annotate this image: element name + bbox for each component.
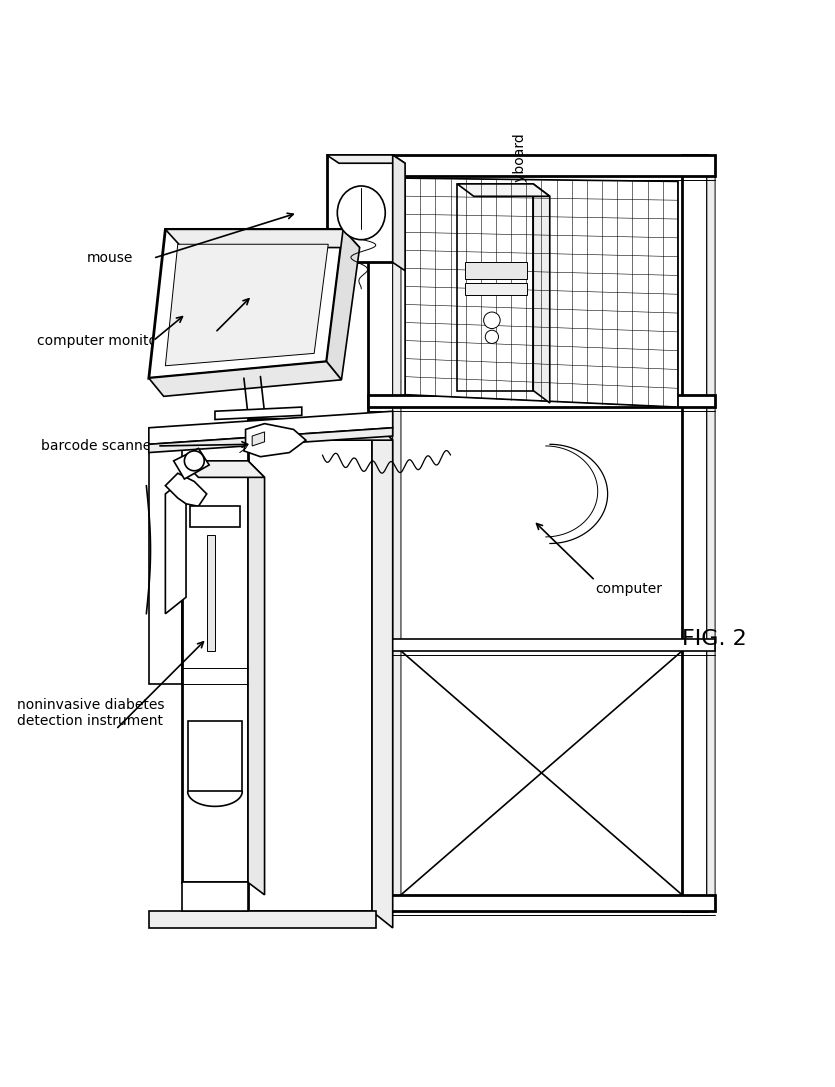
Polygon shape — [174, 449, 210, 479]
Polygon shape — [207, 535, 215, 651]
Polygon shape — [392, 155, 401, 911]
Polygon shape — [405, 178, 678, 408]
Polygon shape — [368, 895, 715, 911]
Polygon shape — [534, 184, 549, 403]
Polygon shape — [149, 362, 342, 397]
Polygon shape — [149, 445, 182, 684]
Polygon shape — [149, 229, 343, 378]
Polygon shape — [248, 420, 392, 440]
Polygon shape — [149, 411, 392, 445]
Polygon shape — [165, 473, 207, 507]
Polygon shape — [244, 424, 306, 457]
Polygon shape — [248, 461, 265, 895]
Polygon shape — [368, 395, 715, 408]
Circle shape — [185, 451, 205, 471]
Polygon shape — [165, 477, 186, 614]
Polygon shape — [252, 432, 265, 446]
Ellipse shape — [337, 186, 385, 240]
Polygon shape — [149, 911, 376, 928]
Polygon shape — [248, 420, 372, 911]
Polygon shape — [368, 638, 715, 651]
Text: barcode scanner: barcode scanner — [42, 439, 157, 453]
Polygon shape — [215, 408, 301, 420]
Polygon shape — [458, 184, 549, 197]
Polygon shape — [182, 883, 248, 911]
Polygon shape — [372, 420, 392, 928]
Circle shape — [485, 330, 498, 343]
Polygon shape — [326, 155, 392, 262]
Polygon shape — [707, 155, 715, 911]
Polygon shape — [182, 461, 248, 883]
Polygon shape — [190, 507, 240, 527]
Polygon shape — [165, 245, 328, 365]
Polygon shape — [465, 283, 527, 296]
Text: noninvasive diabetes
detection instrument: noninvasive diabetes detection instrumen… — [17, 698, 164, 728]
Polygon shape — [165, 229, 360, 248]
Polygon shape — [368, 155, 392, 911]
Text: computer monitor: computer monitor — [38, 334, 163, 348]
Polygon shape — [149, 428, 392, 452]
Text: FIG. 2: FIG. 2 — [682, 628, 746, 649]
Polygon shape — [326, 229, 360, 379]
Text: mouse: mouse — [87, 251, 134, 265]
Polygon shape — [188, 722, 242, 791]
Polygon shape — [682, 155, 707, 911]
Text: computer: computer — [595, 582, 662, 596]
Polygon shape — [465, 262, 527, 279]
Polygon shape — [182, 461, 265, 477]
Circle shape — [483, 312, 500, 328]
Polygon shape — [458, 184, 534, 390]
Polygon shape — [392, 155, 405, 271]
Text: keyboard: keyboard — [511, 132, 525, 197]
Polygon shape — [368, 155, 715, 176]
Polygon shape — [326, 155, 405, 163]
